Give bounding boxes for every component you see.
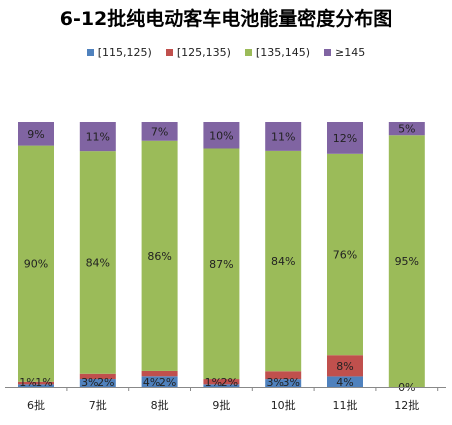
bar-segment <box>141 370 178 377</box>
legend-item: [135,145) <box>244 46 310 59</box>
data-label: 95% <box>395 255 419 268</box>
legend-swatch <box>86 49 94 56</box>
bar-segment <box>79 379 116 387</box>
bar-segment <box>388 122 425 136</box>
legend-item: [115,125) <box>86 46 152 59</box>
chart-title: 6-12批纯电动客车电池能量密度分布图 <box>59 8 393 30</box>
data-label: 90% <box>24 258 48 271</box>
bar-segment <box>265 150 302 372</box>
data-label: 1% <box>205 376 222 389</box>
legend: [115,125) [125,135) [135,145) ≥145 <box>0 46 452 59</box>
bar-segment <box>18 384 54 387</box>
data-label: 4% <box>143 376 160 389</box>
data-label: 2% <box>159 376 176 389</box>
data-label: 11% <box>271 130 295 143</box>
bar-segment <box>141 376 178 387</box>
data-label: 84% <box>86 256 110 269</box>
data-label: 76% <box>333 249 357 262</box>
x-tick-label: 11批 <box>333 398 358 412</box>
x-tick-label: 6批 <box>27 398 45 412</box>
data-label: 8% <box>336 360 353 373</box>
data-label: 1% <box>19 376 36 389</box>
legend-item: ≥145 <box>324 46 365 59</box>
bar-segment <box>388 135 425 387</box>
bar-segment <box>141 140 178 371</box>
bar-segment <box>265 371 302 380</box>
bar-segment <box>327 122 363 154</box>
bar-segment <box>327 153 363 356</box>
bar-segment <box>79 122 116 152</box>
legend-swatch <box>324 49 331 56</box>
bar-segment <box>18 145 54 382</box>
bar-segment <box>18 122 54 146</box>
x-tick-label: 9批 <box>212 398 230 412</box>
bar-segment <box>327 355 363 377</box>
bar-segment <box>79 373 116 380</box>
data-label: 12% <box>333 132 357 145</box>
data-label: 4% <box>336 376 353 389</box>
data-label: 5% <box>398 123 415 136</box>
data-label: 86% <box>147 250 171 263</box>
data-label: 9% <box>27 128 44 141</box>
x-tick-label: 10批 <box>271 398 296 412</box>
data-label: 10% <box>209 129 233 142</box>
bar-segment <box>265 379 302 387</box>
bar-segment <box>203 379 240 385</box>
bar-segment <box>203 122 240 149</box>
data-label: 84% <box>271 255 295 268</box>
legend-label: [125,135) <box>176 46 231 59</box>
data-label: 3% <box>266 376 283 389</box>
x-tick-label: 7批 <box>89 398 107 412</box>
bar-segment <box>327 376 363 387</box>
data-label: 87% <box>209 258 233 271</box>
legend-swatch <box>244 49 252 56</box>
data-label: 11% <box>86 131 110 144</box>
legend-label: ≥145 <box>335 46 366 59</box>
bar-segment <box>265 122 302 151</box>
data-label: 2% <box>97 376 114 389</box>
x-tick-label: 12批 <box>394 398 419 412</box>
bar-segment <box>141 122 178 141</box>
data-label: 2% <box>221 376 238 389</box>
data-label: 3% <box>81 376 98 389</box>
bar-segment <box>79 151 116 374</box>
data-label: 3% <box>282 376 299 389</box>
legend-label: [115,125) <box>97 46 152 59</box>
bar-segment <box>203 148 240 380</box>
bar-segment <box>203 384 240 387</box>
legend-label: [135,145) <box>255 46 310 59</box>
data-label: 1% <box>35 376 52 389</box>
legend-item: [125,135) <box>165 46 231 59</box>
data-label: 7% <box>151 125 168 138</box>
x-tick-label: 8批 <box>151 398 169 412</box>
legend-swatch <box>165 49 173 56</box>
bar-segment <box>18 381 54 385</box>
